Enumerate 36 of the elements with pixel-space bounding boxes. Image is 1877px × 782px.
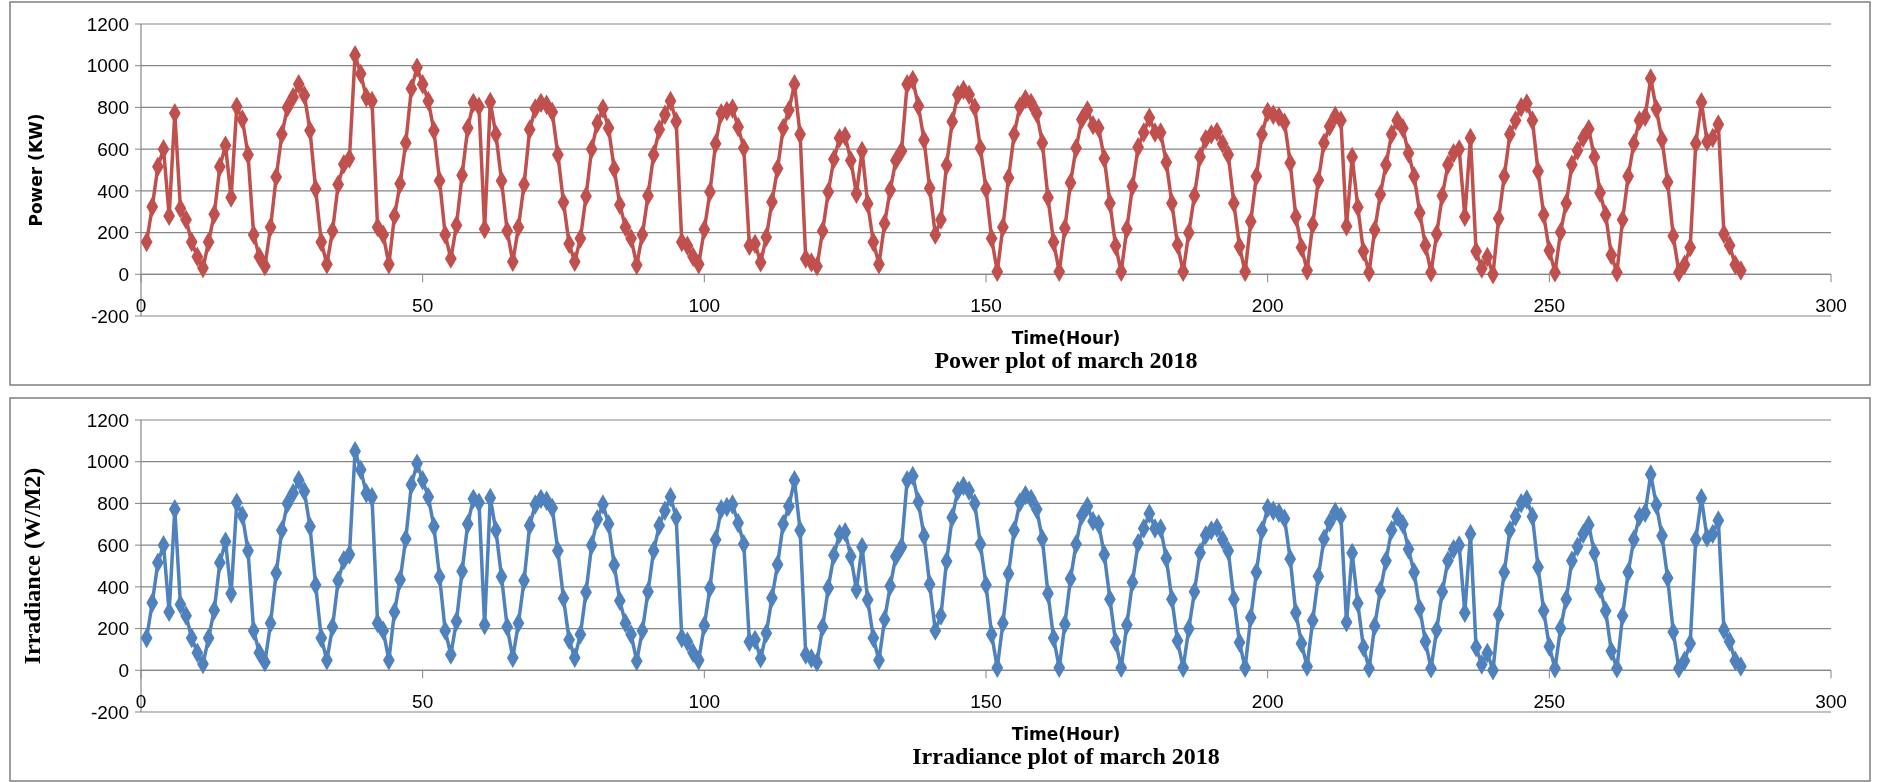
y-tick-label: 800 — [97, 97, 129, 119]
x-tick-label: 100 — [688, 691, 721, 712]
y-tick-label: 600 — [97, 138, 129, 160]
x-tick-label: 300 — [1815, 295, 1847, 316]
y-tick-label: 400 — [97, 576, 129, 598]
y-axis-title: Irradiance (W/M2) — [19, 467, 45, 665]
y-tick-label: 200 — [97, 618, 129, 640]
text: Irradiance plot of march 2018 — [912, 743, 1220, 769]
x-tick-label: 200 — [1251, 295, 1284, 316]
text: Power plot of march 2018 — [934, 347, 1198, 373]
y-tick-label: -200 — [90, 305, 129, 327]
x-tick-label: 250 — [1533, 691, 1566, 712]
x-tick-label: 150 — [970, 295, 1002, 316]
y-tick-label: 0 — [118, 659, 129, 681]
x-tick-label: 0 — [135, 295, 147, 316]
x-axis-title: Time(Hour) — [1011, 724, 1121, 744]
x-tick-label: 250 — [1533, 295, 1566, 316]
x-tick-label: 300 — [1815, 691, 1847, 712]
y-tick-label: 0 — [118, 263, 129, 285]
x-tick-label: 0 — [135, 691, 147, 712]
y-tick-label: -200 — [90, 701, 129, 723]
y-tick-label: 1200 — [86, 409, 129, 431]
x-tick-label: 200 — [1251, 691, 1284, 712]
y-tick-label: 1200 — [86, 13, 129, 35]
x-tick-label: 50 — [412, 691, 434, 712]
y-tick-label: 400 — [97, 180, 129, 202]
y-tick-label: 800 — [97, 493, 129, 515]
x-axis-title: Time(Hour) — [1011, 328, 1121, 348]
y-tick-label: 1000 — [86, 451, 129, 473]
x-tick-label: 50 — [412, 295, 434, 316]
x-tick-label: 100 — [688, 295, 721, 316]
y-tick-label: 600 — [97, 534, 129, 556]
y-tick-label: 200 — [97, 222, 129, 244]
y-axis-title: Power (KW) — [26, 113, 46, 227]
y-tick-label: 1000 — [86, 55, 129, 77]
x-tick-label: 150 — [970, 691, 1002, 712]
